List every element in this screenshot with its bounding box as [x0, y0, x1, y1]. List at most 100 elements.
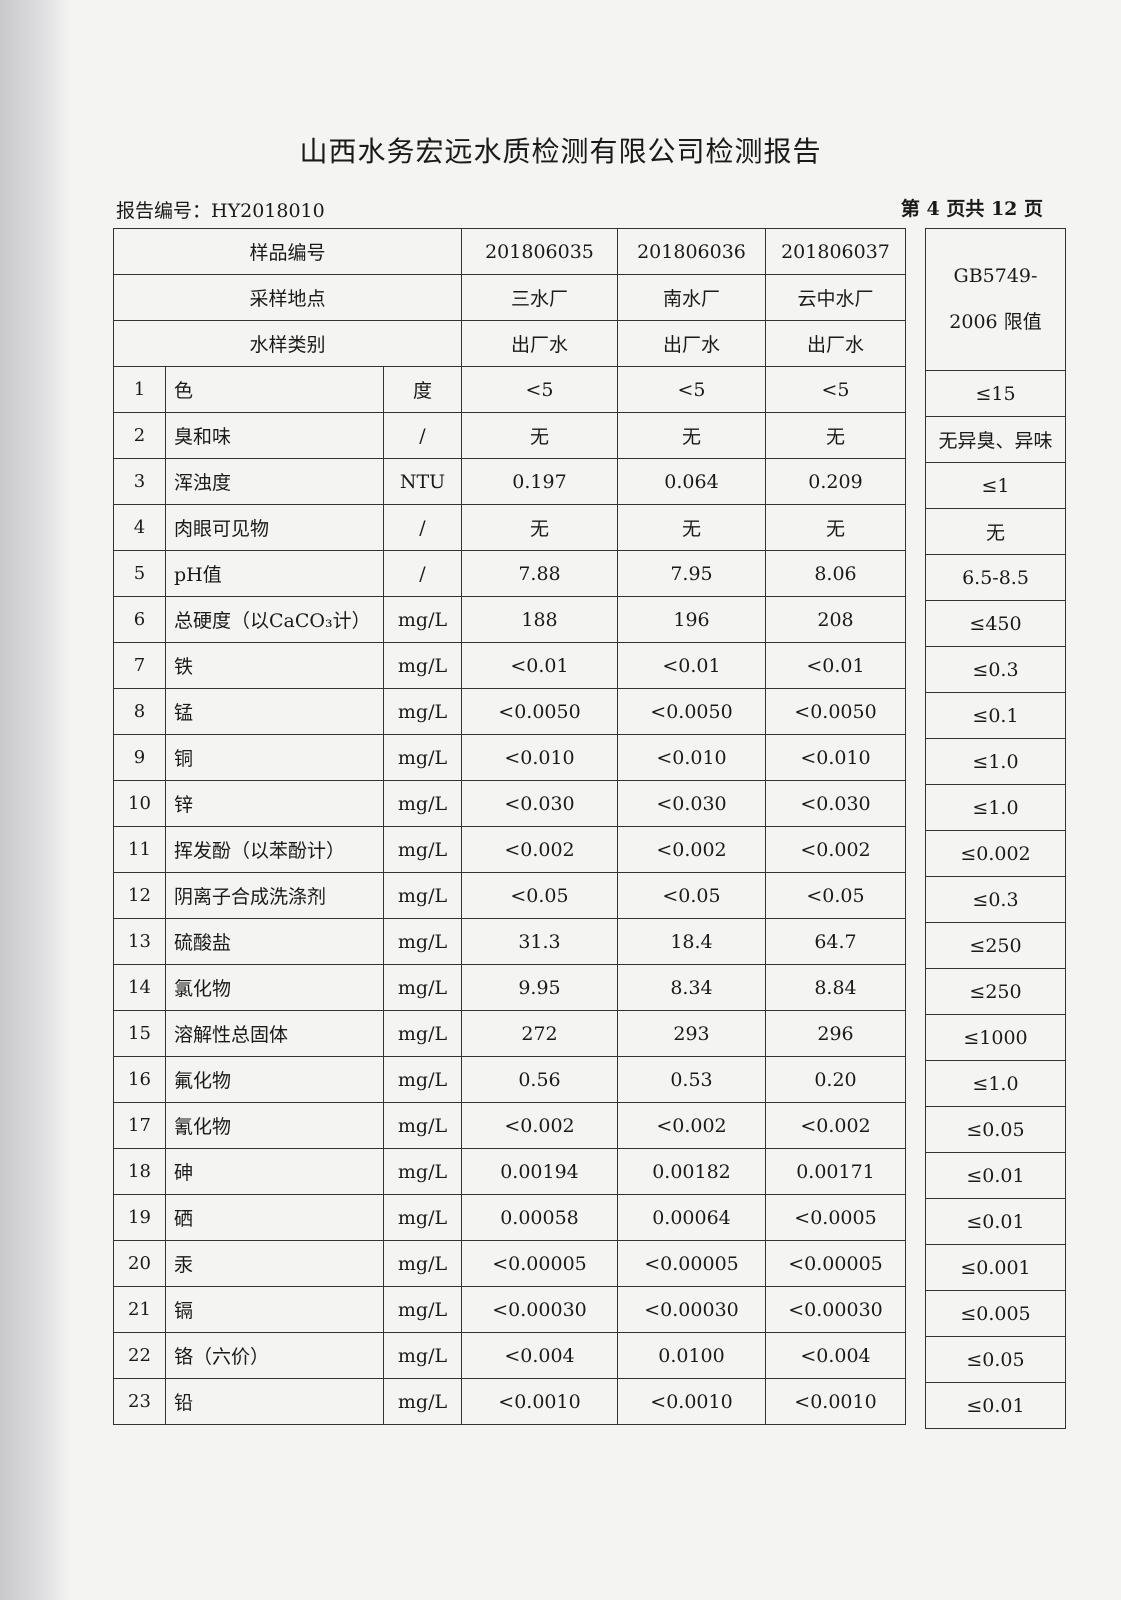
result-value: <0.002 — [461, 826, 618, 873]
table-row: 20 汞 mg/L <0.00005 <0.00005 <0.00005 — [113, 1240, 906, 1287]
sample-no-row: 样品编号 201806035 201806036 201806037 — [113, 228, 906, 275]
sample-type: 出厂水 — [461, 320, 618, 367]
table-row: 18 砷 mg/L 0.00194 0.00182 0.00171 — [113, 1148, 906, 1195]
table-row: 14 氯化物 mg/L 9.95 8.34 8.84 — [113, 964, 906, 1011]
limit-value: ≤0.05 — [925, 1336, 1066, 1383]
result-value: <0.00030 — [765, 1286, 906, 1333]
limit-value: ≤1.0 — [925, 784, 1066, 831]
item-index: 14 — [113, 964, 166, 1011]
item-unit: mg/L — [383, 1286, 462, 1333]
sample-type: 出厂水 — [765, 320, 906, 367]
item-name: 铁 — [165, 642, 384, 689]
sample-no-label: 样品编号 — [113, 228, 462, 275]
item-name: 锌 — [165, 780, 384, 827]
limit-value: ≤0.01 — [925, 1382, 1066, 1429]
item-name: 溶解性总固体 — [165, 1010, 384, 1057]
result-value: <0.004 — [461, 1332, 618, 1379]
item-name: 色 — [165, 366, 384, 413]
item-index: 11 — [113, 826, 166, 873]
result-value: 0.00171 — [765, 1148, 906, 1195]
item-unit: mg/L — [383, 1332, 462, 1379]
item-unit: mg/L — [383, 1194, 462, 1241]
result-value: 0.064 — [617, 458, 766, 505]
limit-value: ≤0.01 — [925, 1198, 1066, 1245]
result-value: 9.95 — [461, 964, 618, 1011]
limit-value: ≤0.3 — [925, 876, 1066, 923]
result-value: 无 — [617, 412, 766, 459]
limit-value: ≤0.3 — [925, 646, 1066, 693]
sample-type: 出厂水 — [617, 320, 766, 367]
item-index: 19 — [113, 1194, 166, 1241]
item-index: 13 — [113, 918, 166, 965]
table-row: 6 总硬度（以CaCO₃计） mg/L 188 196 208 — [113, 596, 906, 643]
limit-value: 6.5-8.5 — [925, 554, 1066, 601]
table-row: 19 硒 mg/L 0.00058 0.00064 <0.0005 — [113, 1194, 906, 1241]
result-value: 0.20 — [765, 1056, 906, 1103]
item-index: 21 — [113, 1286, 166, 1333]
table-row: 2 臭和味 / 无无无 — [113, 412, 906, 459]
result-value: 296 — [765, 1010, 906, 1057]
item-unit: mg/L — [383, 734, 462, 781]
item-index: 2 — [113, 412, 166, 459]
result-value: 0.00194 — [461, 1148, 618, 1195]
result-value: 7.88 — [461, 550, 618, 597]
item-name: 硫酸盐 — [165, 918, 384, 965]
item-name: 氯化物 — [165, 964, 384, 1011]
item-name: 砷 — [165, 1148, 384, 1195]
result-value: <0.01 — [617, 642, 766, 689]
item-unit: / — [383, 412, 462, 459]
sample-no: 201806036 — [617, 228, 766, 275]
item-index: 18 — [113, 1148, 166, 1195]
table-row: 10 锌 mg/L <0.030 <0.030 <0.030 — [113, 780, 906, 827]
table-row: 3 浑浊度 NTU 0.197 0.064 0.209 — [113, 458, 906, 505]
item-index: 15 — [113, 1010, 166, 1057]
item-unit: 度 — [383, 366, 462, 413]
table-row: 9 铜 mg/L <0.010 <0.010 <0.010 — [113, 734, 906, 781]
limit-value: 无异臭、异味 — [925, 416, 1066, 463]
item-name: 铅 — [165, 1378, 384, 1425]
table-row: 11 挥发酚（以苯酚计） mg/L <0.002 <0.002 <0.002 — [113, 826, 906, 873]
item-unit: mg/L — [383, 1056, 462, 1103]
result-value: <0.004 — [765, 1332, 906, 1379]
result-value: 0.00058 — [461, 1194, 618, 1241]
item-index: 7 — [113, 642, 166, 689]
item-index: 9 — [113, 734, 166, 781]
result-value: <0.05 — [765, 872, 906, 919]
result-value: <0.0005 — [765, 1194, 906, 1241]
limit-value: ≤1 — [925, 462, 1066, 509]
result-value: 31.3 — [461, 918, 618, 965]
result-value: <0.00005 — [617, 1240, 766, 1287]
result-value: 0.00064 — [617, 1194, 766, 1241]
result-value: 272 — [461, 1010, 618, 1057]
result-value: <0.030 — [765, 780, 906, 827]
item-index: 5 — [113, 550, 166, 597]
result-value: <0.00005 — [461, 1240, 618, 1287]
table-row: 22 铬（六价） mg/L <0.004 0.0100 <0.004 — [113, 1332, 906, 1379]
result-value: 无 — [617, 504, 766, 551]
result-value: <5 — [461, 366, 618, 413]
result-value: 无 — [765, 412, 906, 459]
item-unit: mg/L — [383, 1148, 462, 1195]
limit-value: ≤0.002 — [925, 830, 1066, 877]
item-index: 16 — [113, 1056, 166, 1103]
results-table: 样品编号 201806035 201806036 201806037 采样地点 … — [113, 228, 906, 1425]
limit-table: GB5749- 2006 限值 ≤15 无异臭、异味 ≤1 无 6.5-8.5 ≤450 ≤… — [925, 228, 1066, 1429]
item-index: 1 — [113, 366, 166, 413]
item-name: 浑浊度 — [165, 458, 384, 505]
result-value: 208 — [765, 596, 906, 643]
result-value: <0.00030 — [617, 1286, 766, 1333]
result-value: 0.56 — [461, 1056, 618, 1103]
item-index: 10 — [113, 780, 166, 827]
result-value: 64.7 — [765, 918, 906, 965]
table-row: 21 镉 mg/L <0.00030 <0.00030 <0.00030 — [113, 1286, 906, 1333]
sample-no: 201806037 — [765, 228, 906, 275]
site: 云中水厂 — [765, 274, 906, 321]
result-value: <0.0050 — [765, 688, 906, 735]
item-name: 铬（六价） — [165, 1332, 384, 1379]
item-unit: mg/L — [383, 1102, 462, 1149]
result-value: 7.95 — [617, 550, 766, 597]
result-value: <0.002 — [765, 826, 906, 873]
limit-value: ≤1.0 — [925, 1060, 1066, 1107]
result-value: 0.0100 — [617, 1332, 766, 1379]
item-unit: mg/L — [383, 1378, 462, 1425]
